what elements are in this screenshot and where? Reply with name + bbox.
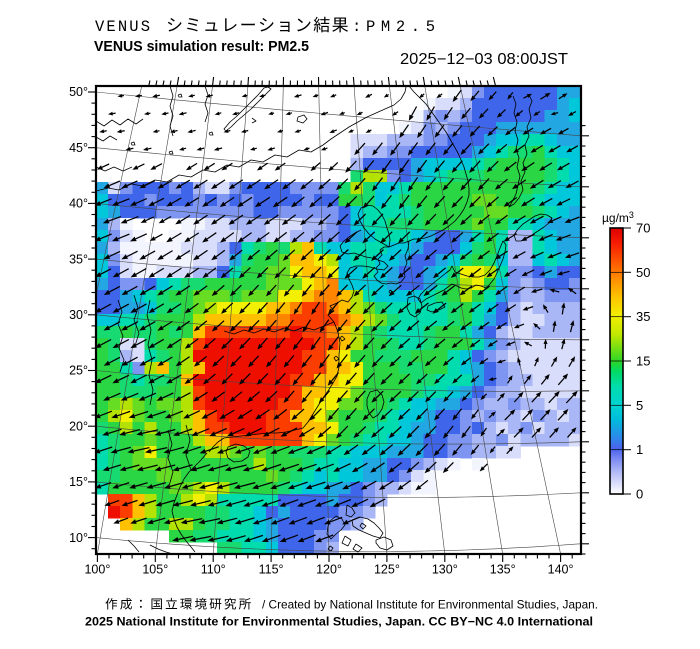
svg-text:135°: 135° xyxy=(490,563,516,577)
svg-text:70: 70 xyxy=(636,221,650,236)
svg-text:115°: 115° xyxy=(259,563,284,577)
svg-text:2025−12−03 08:00JST: 2025−12−03 08:00JST xyxy=(400,51,569,68)
svg-text:45°: 45° xyxy=(69,141,88,155)
svg-text:40°: 40° xyxy=(69,197,88,211)
svg-text::: : xyxy=(352,18,361,36)
svg-text:125°: 125° xyxy=(374,563,400,577)
svg-text:35°: 35° xyxy=(69,252,88,266)
svg-text:0: 0 xyxy=(636,487,643,502)
svg-text:5: 5 xyxy=(636,398,643,413)
svg-text:50: 50 xyxy=(636,265,650,280)
svg-text:VENUS simulation result: PM2.5: VENUS simulation result: PM2.5 xyxy=(94,38,309,55)
svg-text:25°: 25° xyxy=(69,364,88,378)
svg-text:30°: 30° xyxy=(69,308,88,322)
svg-text:100°: 100° xyxy=(84,563,110,577)
svg-text:35: 35 xyxy=(636,309,650,324)
svg-text:10°: 10° xyxy=(69,531,88,545)
svg-text:15: 15 xyxy=(636,354,650,369)
svg-text:2025 National Institute for En: 2025 National Institute for Environmenta… xyxy=(85,615,593,629)
svg-text:130°: 130° xyxy=(432,563,458,577)
svg-text:15°: 15° xyxy=(69,475,88,489)
svg-text:140°: 140° xyxy=(548,563,574,577)
svg-text:50°: 50° xyxy=(69,85,88,99)
svg-text:20°: 20° xyxy=(69,419,88,433)
svg-text:120°: 120° xyxy=(316,563,342,577)
svg-text:PM2.5: PM2.5 xyxy=(366,18,435,36)
svg-text:/ Created by National Institut: / Created by National Institute for Envi… xyxy=(262,598,598,612)
svg-text:105°: 105° xyxy=(142,563,168,577)
svg-text:VENUS: VENUS xyxy=(95,18,150,36)
svg-text:µg/m3: µg/m3 xyxy=(602,210,634,225)
svg-text:110°: 110° xyxy=(201,563,226,577)
svg-text:1: 1 xyxy=(636,442,643,457)
